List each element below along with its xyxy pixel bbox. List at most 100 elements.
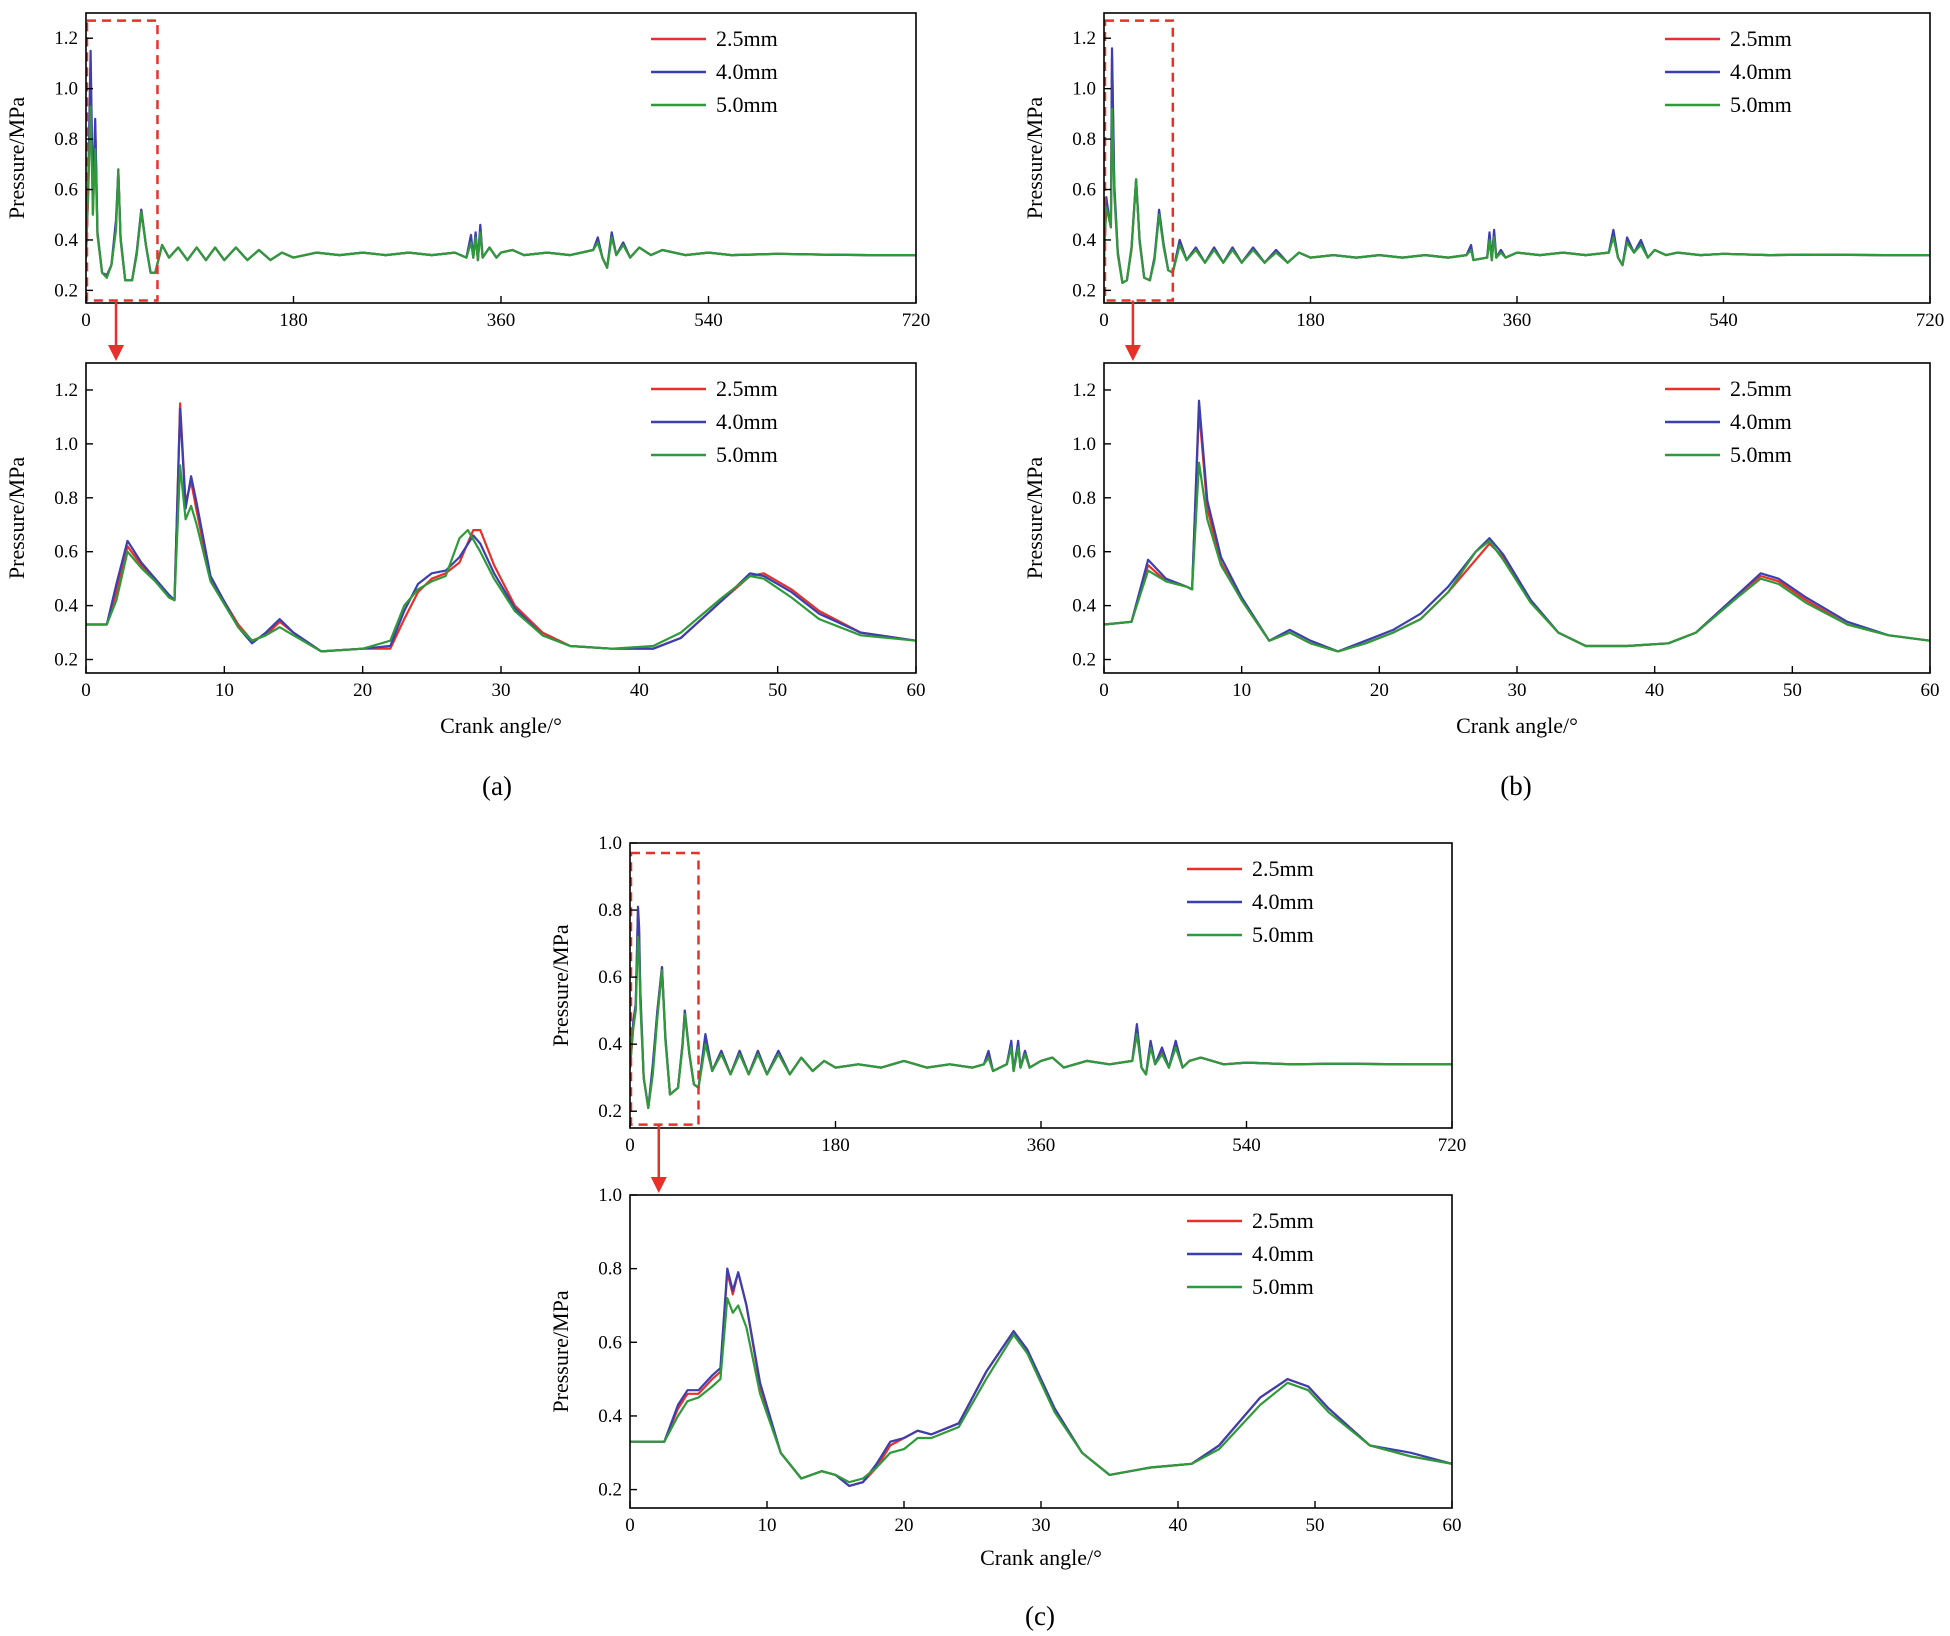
x-tick-label: 720: [902, 310, 931, 331]
series-group: [630, 1267, 1452, 1487]
series-group: [1104, 399, 1930, 653]
y-tick-label: 0.6: [1072, 180, 1096, 201]
x-tick-label: 30: [492, 680, 511, 701]
series-line-5-0mm: [1104, 461, 1930, 653]
legend-label-2-5mm: 2.5mm: [1252, 856, 1314, 881]
legend-label-5-0mm: 5.0mm: [1730, 92, 1792, 117]
series-line-5-0mm: [1104, 107, 1930, 284]
panel-label-a: (a): [482, 771, 512, 801]
legend: 2.5mm 4.0mm 5.0mm: [1665, 26, 1792, 117]
legend: 2.5mm 4.0mm 5.0mm: [651, 26, 778, 117]
x-tick-label: 720: [1438, 1135, 1467, 1156]
y-axis-label: Pressure/MPa: [548, 1290, 573, 1412]
x-tick-label: 180: [279, 310, 308, 331]
legend-label-2-5mm: 2.5mm: [716, 26, 778, 51]
panel-label-b: (b): [1500, 771, 1531, 801]
legend-label-4-0mm: 4.0mm: [1252, 1241, 1314, 1266]
y-tick-label: 1.2: [1072, 28, 1096, 49]
x-tick-label: 540: [1232, 1135, 1261, 1156]
y-tick-label: 0.6: [54, 542, 78, 563]
x-tick-label: 720: [1916, 310, 1945, 331]
y-tick-label: 0.2: [598, 1480, 622, 1501]
legend-label-4-0mm: 4.0mm: [1730, 59, 1792, 84]
x-tick-label: 40: [1645, 680, 1664, 701]
chart-c-full: 0 180 360 540 720 0.2 0.4 0.6 0.8 1.0 Pressure/MPa…: [548, 833, 1466, 1156]
series-group: [1104, 47, 1930, 284]
zoom-highlight-box: [1103, 19, 1175, 302]
y-tick-label: 0.8: [54, 129, 78, 150]
y-tick-label: 1.0: [598, 833, 622, 854]
x-tick-label: 0: [625, 1515, 635, 1536]
zoom-highlight-box: [629, 851, 700, 1126]
y-tick-label: 1.0: [598, 1185, 622, 1206]
y-tick-label: 0.6: [54, 180, 78, 201]
x-tick-label: 10: [758, 1515, 777, 1536]
y-tick-label: 0.8: [1072, 129, 1096, 150]
y-tick-label: 0.8: [54, 488, 78, 509]
y-tick-label: 0.2: [1072, 650, 1096, 671]
y-tick-label: 0.6: [598, 1332, 622, 1353]
x-tick-label: 0: [81, 680, 91, 701]
chart-c-zoom: 0 10 20 30 40 50 60 0.2 0.4 0.6 0.8 1.0 Pressure/MPa…: [548, 1185, 1462, 1570]
y-tick-label: 0.2: [54, 650, 78, 671]
x-tick-label: 10: [1232, 680, 1251, 701]
x-tick-label: 10: [215, 680, 234, 701]
series-line-4-0mm: [630, 1267, 1452, 1487]
y-tick-label: 0.4: [1072, 230, 1096, 251]
y-tick-label: 1.2: [1072, 380, 1096, 401]
y-tick-label: 1.0: [54, 434, 78, 455]
legend-label-5-0mm: 5.0mm: [716, 442, 778, 467]
series-line-5-0mm: [86, 464, 916, 653]
series-group: [86, 49, 916, 282]
chart-a-full: 0 180 360 540 720 0.2 0.4 0.6 0.8 1.0 1.2 Pressure/…: [4, 12, 931, 331]
legend-label-5-0mm: 5.0mm: [1252, 922, 1314, 947]
series-line-5-0mm: [86, 105, 916, 282]
x-tick-label: 20: [895, 1515, 914, 1536]
y-tick-label: 0.4: [598, 1034, 622, 1055]
y-tick-label: 0.8: [598, 1259, 622, 1280]
y-tick-label: 1.2: [54, 380, 78, 401]
y-tick-label: 0.4: [54, 596, 78, 617]
y-tick-label: 1.2: [54, 28, 78, 49]
x-tick-label: 180: [821, 1135, 850, 1156]
series-line-5-0mm: [630, 1297, 1452, 1484]
y-tick-label: 0.4: [598, 1406, 622, 1427]
x-tick-label: 50: [768, 680, 787, 701]
x-tick-label: 30: [1032, 1515, 1051, 1536]
y-tick-label: 1.0: [54, 79, 78, 100]
x-tick-label: 360: [1027, 1135, 1056, 1156]
zoom-arrow-head: [108, 345, 125, 361]
plot-layer: 0 180 360 540 720 0.2 0.4 0.6 0.8 1.0 1.2 Pressure/…: [4, 12, 1945, 1570]
zoom-arrow-head: [650, 1177, 667, 1193]
legend-label-4-0mm: 4.0mm: [1730, 409, 1792, 434]
legend-label-5-0mm: 5.0mm: [1730, 442, 1792, 467]
x-tick-label: 540: [1709, 310, 1738, 331]
legend-label-5-0mm: 5.0mm: [716, 92, 778, 117]
x-tick-label: 60: [1921, 680, 1940, 701]
legend-label-2-5mm: 2.5mm: [716, 376, 778, 401]
chart-a-zoom: 0 10 20 30 40 50 60 0.2 0.4 0.6 0.8 1.0 1.2 Pressure/…: [4, 362, 926, 738]
x-tick-label: 20: [353, 680, 372, 701]
y-tick-label: 0.8: [1072, 488, 1096, 509]
legend: 2.5mm 4.0mm 5.0mm: [1187, 856, 1314, 947]
legend: 2.5mm 4.0mm 5.0mm: [1665, 376, 1792, 467]
x-tick-label: 0: [81, 310, 91, 331]
legend-label-4-0mm: 4.0mm: [716, 59, 778, 84]
x-tick-label: 60: [907, 680, 926, 701]
x-tick-label: 0: [1099, 310, 1109, 331]
y-tick-label: 0.4: [1072, 596, 1096, 617]
y-tick-label: 0.4: [54, 230, 78, 251]
chart-b-zoom: 0 10 20 30 40 50 60 0.2 0.4 0.6 0.8 1.0 1.2 Pressure/…: [1022, 362, 1940, 738]
zoom-highlight-box: [85, 19, 159, 302]
y-tick-label: 0.2: [1072, 280, 1096, 301]
zoom-arrow-head: [1124, 345, 1141, 361]
x-tick-label: 360: [487, 310, 516, 331]
series-line-5-0mm: [630, 935, 1452, 1109]
x-tick-label: 50: [1306, 1515, 1325, 1536]
legend-label-5-0mm: 5.0mm: [1252, 1274, 1314, 1299]
panel-label-c: (c): [1025, 1601, 1055, 1631]
x-tick-label: 180: [1296, 310, 1325, 331]
x-tick-label: 50: [1783, 680, 1802, 701]
y-tick-label: 0.2: [598, 1101, 622, 1122]
x-tick-label: 40: [630, 680, 649, 701]
